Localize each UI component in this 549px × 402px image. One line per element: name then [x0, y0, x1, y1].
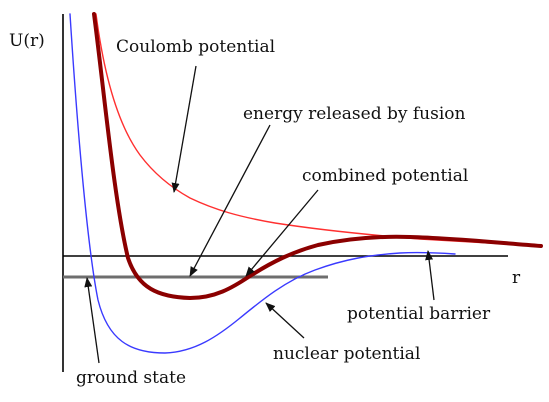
ground-label: ground state [76, 368, 186, 388]
barrier-label: potential barrier [347, 304, 491, 324]
combined-pointer [245, 189, 319, 277]
combined-potential-curve [92, 12, 543, 300]
x-axis-label: r [512, 268, 521, 288]
nuclear-label: nuclear potential [273, 344, 420, 364]
y-axis-label: U(r) [9, 31, 45, 51]
coulomb-pointer [171, 65, 197, 193]
ground-pointer [84, 277, 100, 364]
fusion-label: energy released by fusion [243, 104, 466, 124]
barrier-pointer [425, 250, 435, 301]
fusion-pointer [189, 124, 271, 277]
coulomb-label: Coulomb potential [116, 37, 275, 57]
nuclear-potential-curve [69, 13, 456, 354]
nuclear-pointer [265, 302, 305, 339]
combined-label: combined potential [302, 166, 468, 186]
